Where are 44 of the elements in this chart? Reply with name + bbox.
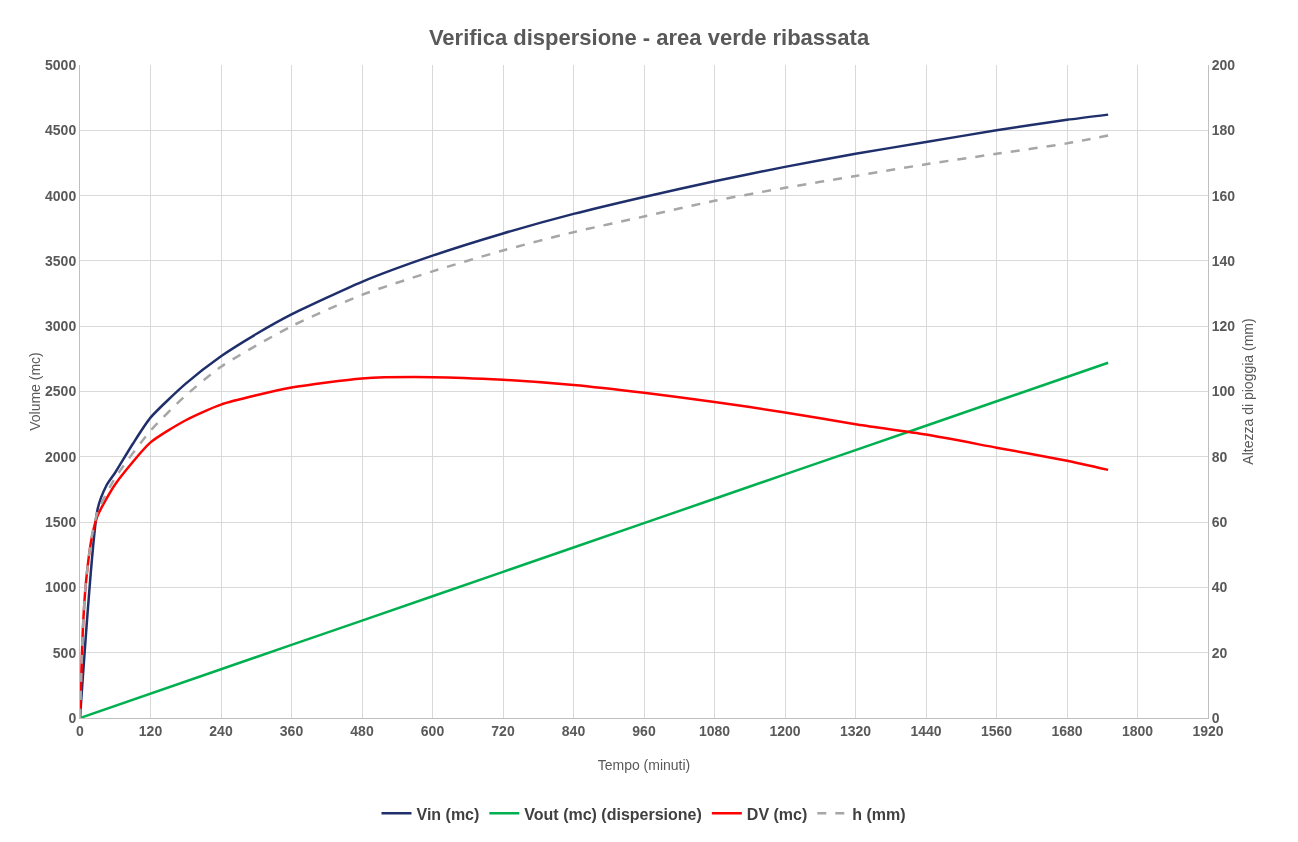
x-tick-label: 240 — [209, 722, 233, 739]
y2-tick-label: 160 — [1211, 187, 1236, 204]
y-tick-label: 3500 — [45, 252, 77, 269]
y2-tick-label: 140 — [1211, 252, 1236, 269]
y-tick-label: 4500 — [45, 122, 77, 139]
legend-label: Vin (mc) — [416, 805, 480, 823]
chart-title: Verifica dispersione - area verde ribassata — [428, 24, 870, 50]
y-tick-label: 0 — [68, 709, 77, 726]
y2-tick-label: 60 — [1211, 514, 1228, 530]
x-tick-label: 720 — [491, 722, 515, 739]
y-tick-label: 1500 — [45, 514, 77, 530]
y2-tick-label: 100 — [1211, 383, 1236, 400]
x-tick-label: 840 — [561, 722, 586, 739]
x-tick-label: 1560 — [980, 722, 1013, 739]
y-tick-label: 3000 — [45, 318, 77, 335]
x-tick-label: 1200 — [769, 722, 801, 739]
legend-label: DV (mc) — [746, 805, 808, 823]
x-tick-label: 1800 — [1121, 722, 1154, 739]
y-tick-label: 2500 — [45, 383, 77, 400]
y-axis-title: Volume (mc) — [27, 352, 44, 431]
x-tick-label: 1680 — [1051, 722, 1083, 739]
y-tick-label: 2000 — [45, 448, 77, 465]
y-tick-label: 4000 — [45, 187, 77, 204]
legend-label: Vout (mc) (dispersione) — [524, 805, 702, 823]
x-axis-title: Tempo (minuti) — [597, 757, 691, 773]
y2-tick-label: 20 — [1211, 644, 1228, 661]
x-tick-label: 360 — [279, 722, 304, 739]
legend-label: h (mm) — [852, 805, 906, 823]
y2-tick-label: 80 — [1211, 448, 1228, 465]
x-tick-label: 120 — [138, 722, 163, 739]
x-tick-label: 1440 — [910, 722, 942, 739]
y2-axis-title: Altezza di pioggia (mm) — [1240, 318, 1256, 465]
x-tick-label: 960 — [632, 722, 656, 739]
y-tick-label: 500 — [52, 644, 77, 661]
y2-tick-label: 120 — [1211, 318, 1236, 335]
x-tick-label: 480 — [350, 722, 374, 739]
y2-tick-label: 180 — [1211, 122, 1236, 139]
y2-tick-label: 200 — [1211, 56, 1236, 73]
x-tick-label: 1080 — [698, 722, 731, 739]
y-tick-label: 1000 — [45, 579, 77, 596]
y2-tick-label: 40 — [1211, 579, 1228, 596]
y-tick-label: 5000 — [45, 56, 77, 73]
x-tick-label: 1320 — [839, 722, 872, 739]
x-tick-label: 600 — [420, 722, 445, 739]
